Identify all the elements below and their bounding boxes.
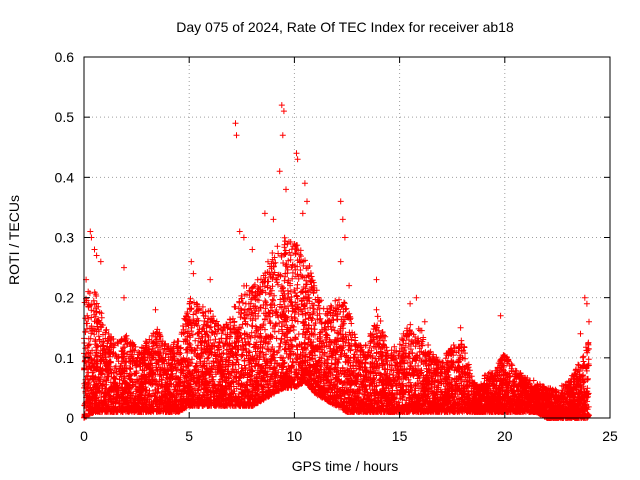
x-tick-label: 25 — [602, 428, 618, 444]
x-tick-label: 10 — [287, 428, 303, 444]
x-tick-label: 0 — [80, 428, 88, 444]
x-tick-label: 20 — [497, 428, 513, 444]
x-tick-label: 5 — [185, 428, 193, 444]
y-tick-label: 0.4 — [55, 169, 75, 185]
chart-title: Day 075 of 2024, Rate Of TEC Index for r… — [176, 19, 514, 35]
y-tick-label: 0 — [66, 410, 74, 426]
scatter-markers — [81, 102, 592, 421]
axis-ticks: 0 0.1 0.2 0.3 0.4 0.5 0.6 0 5 10 15 20 25 — [55, 49, 618, 444]
y-tick-label: 0.2 — [55, 290, 75, 306]
y-tick-label: 0.1 — [55, 350, 75, 366]
x-axis-label: GPS time / hours — [292, 458, 399, 474]
y-axis-label: ROTI / TECUs — [6, 195, 22, 285]
y-tick-label: 0.6 — [55, 49, 75, 65]
data-points — [81, 102, 592, 421]
x-tick-label: 15 — [392, 428, 408, 444]
y-tick-label: 0.5 — [55, 109, 75, 125]
y-tick-label: 0.3 — [55, 230, 75, 246]
